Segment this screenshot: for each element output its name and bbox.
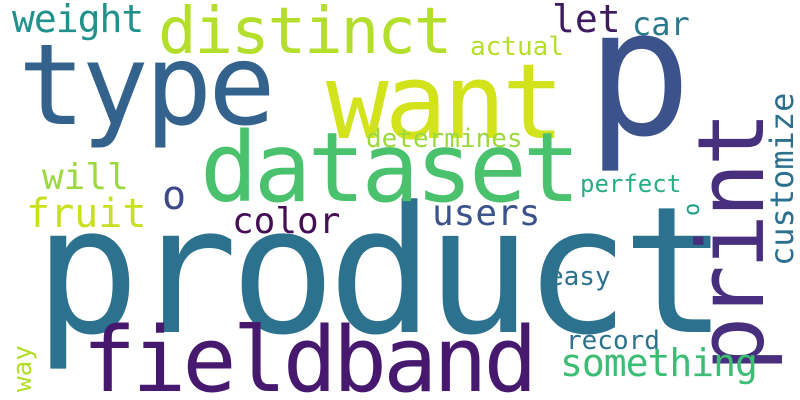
word-customize: customize [763,92,800,266]
word-users: users [432,193,541,234]
word-fruit: fruit [26,191,147,237]
word-car: car [632,5,690,43]
word-product: product [34,169,728,374]
word-small-right: o [680,202,705,216]
word-want: want [326,41,564,163]
word-p: p [586,0,692,176]
word-way: way [8,345,38,392]
word-easy: easy [548,262,611,292]
word-weight: weight [12,0,144,41]
word-dataset: dataset [200,112,581,224]
word-color: color [232,201,341,242]
word-record: record [566,326,660,356]
word-perfect: perfect [580,170,682,198]
word-actual: actual [470,32,564,62]
word-let: let [552,0,621,41]
word-type: type [18,21,276,151]
word-fieldband: fieldband [82,308,538,400]
word-o: o [162,173,187,219]
word-something: something [560,341,758,385]
word-determines: determines [366,124,523,154]
word-distinct: distinct [158,0,452,69]
word-will: will [42,157,129,198]
